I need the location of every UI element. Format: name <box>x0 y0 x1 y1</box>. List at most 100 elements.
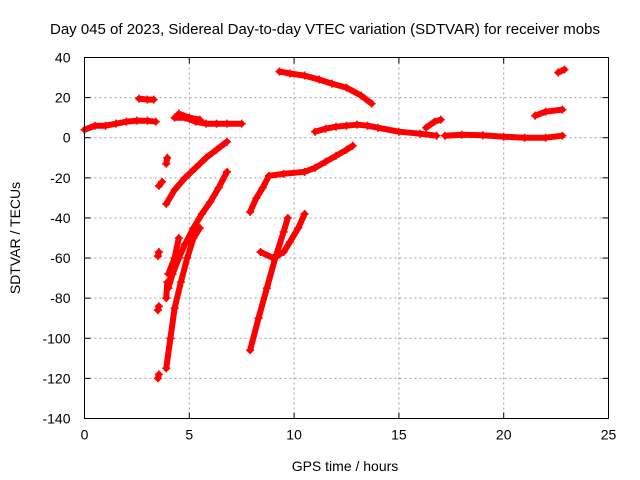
data-point <box>554 68 563 77</box>
data-point <box>90 121 99 130</box>
data-point <box>342 145 351 154</box>
data-point <box>367 99 376 108</box>
x-tick-label: 25 <box>601 427 617 443</box>
data-point <box>279 248 288 257</box>
data-point <box>154 248 163 257</box>
data-point <box>195 115 204 124</box>
data-point <box>342 121 351 130</box>
data-point <box>246 346 255 355</box>
data-point <box>170 304 179 313</box>
y-tick-label: 40 <box>55 50 71 66</box>
data-point <box>541 133 550 142</box>
data-series-4 <box>275 67 376 108</box>
data-series-12 <box>162 223 204 373</box>
series-trace <box>312 121 440 139</box>
data-point <box>237 119 246 128</box>
data-point <box>254 314 263 323</box>
data-point <box>183 254 192 263</box>
data-point <box>162 199 171 208</box>
y-tick-label: 0 <box>63 130 71 146</box>
data-point <box>149 95 158 104</box>
tick-layer: 0 5 10 15 20 25 -140 -120 -100 -80 -60 -40 -20 0 20 40 <box>42 50 616 443</box>
data-point <box>163 278 172 287</box>
data-point <box>174 234 183 242</box>
data-point <box>294 223 303 232</box>
data-series-16 <box>153 248 163 261</box>
data-point <box>264 171 273 180</box>
data-point <box>111 119 120 128</box>
data-series-20 <box>246 141 357 216</box>
data-point <box>195 223 204 232</box>
data-point <box>332 151 341 160</box>
data-point <box>197 209 206 218</box>
data-point <box>181 173 190 182</box>
data-point <box>321 124 330 133</box>
data-series-10 <box>162 137 232 208</box>
y-tick-label: -140 <box>42 411 70 427</box>
data-point <box>394 127 403 136</box>
data-point <box>321 157 330 166</box>
data-point <box>189 234 198 242</box>
data-point <box>212 119 221 128</box>
data-point <box>202 119 211 128</box>
data-point <box>170 254 179 263</box>
data-point <box>166 334 175 343</box>
data-point <box>430 117 439 126</box>
data-point <box>283 213 292 222</box>
chart-title: Day 045 of 2023, Sidereal Day-to-day VTE… <box>50 21 600 38</box>
data-layer <box>80 65 569 383</box>
data-point <box>132 116 141 125</box>
data-point <box>279 169 288 178</box>
data-point <box>558 105 567 114</box>
data-point <box>256 248 265 257</box>
x-tick-label: 15 <box>391 427 407 443</box>
data-point <box>154 181 163 190</box>
y-tick-label: -80 <box>50 290 70 306</box>
y-tick-label: -100 <box>42 330 70 346</box>
data-point <box>478 131 487 140</box>
data-point <box>558 131 567 140</box>
data-point <box>153 374 162 383</box>
data-point <box>311 127 320 136</box>
data-series-7 <box>441 130 567 142</box>
data-point <box>176 278 185 287</box>
data-point <box>541 107 550 116</box>
data-series-0 <box>80 116 160 134</box>
data-point <box>158 177 167 186</box>
x-tick-label: 5 <box>185 427 193 443</box>
y-tick-label: 20 <box>55 90 71 106</box>
data-point <box>185 113 194 122</box>
data-point <box>348 141 357 150</box>
data-point <box>252 193 261 202</box>
data-point <box>300 167 309 176</box>
grid-layer <box>84 57 609 419</box>
data-point <box>269 254 278 263</box>
data-point <box>162 294 171 303</box>
data-point <box>101 121 110 130</box>
data-point <box>163 153 172 162</box>
data-series-18 <box>162 153 172 168</box>
data-point <box>212 145 221 154</box>
x-tick-label: 10 <box>286 427 302 443</box>
data-point <box>262 284 271 293</box>
data-point <box>154 370 163 379</box>
data-series-22 <box>256 209 309 263</box>
data-point <box>279 227 288 236</box>
series-trace <box>257 210 308 262</box>
data-point <box>170 185 179 194</box>
data-point <box>300 71 309 80</box>
data-point <box>432 131 441 140</box>
data-point <box>223 137 232 146</box>
data-point <box>300 209 309 218</box>
data-point <box>275 67 284 76</box>
x-axis-label: GPS time / hours <box>292 458 399 474</box>
data-point <box>258 183 267 192</box>
data-point <box>246 207 255 216</box>
data-series-9 <box>554 65 569 77</box>
data-series-8 <box>531 105 567 120</box>
x-tick-label: 20 <box>496 427 512 443</box>
series-trace <box>247 214 291 354</box>
data-series-21 <box>246 213 292 355</box>
data-series-5 <box>311 120 441 140</box>
